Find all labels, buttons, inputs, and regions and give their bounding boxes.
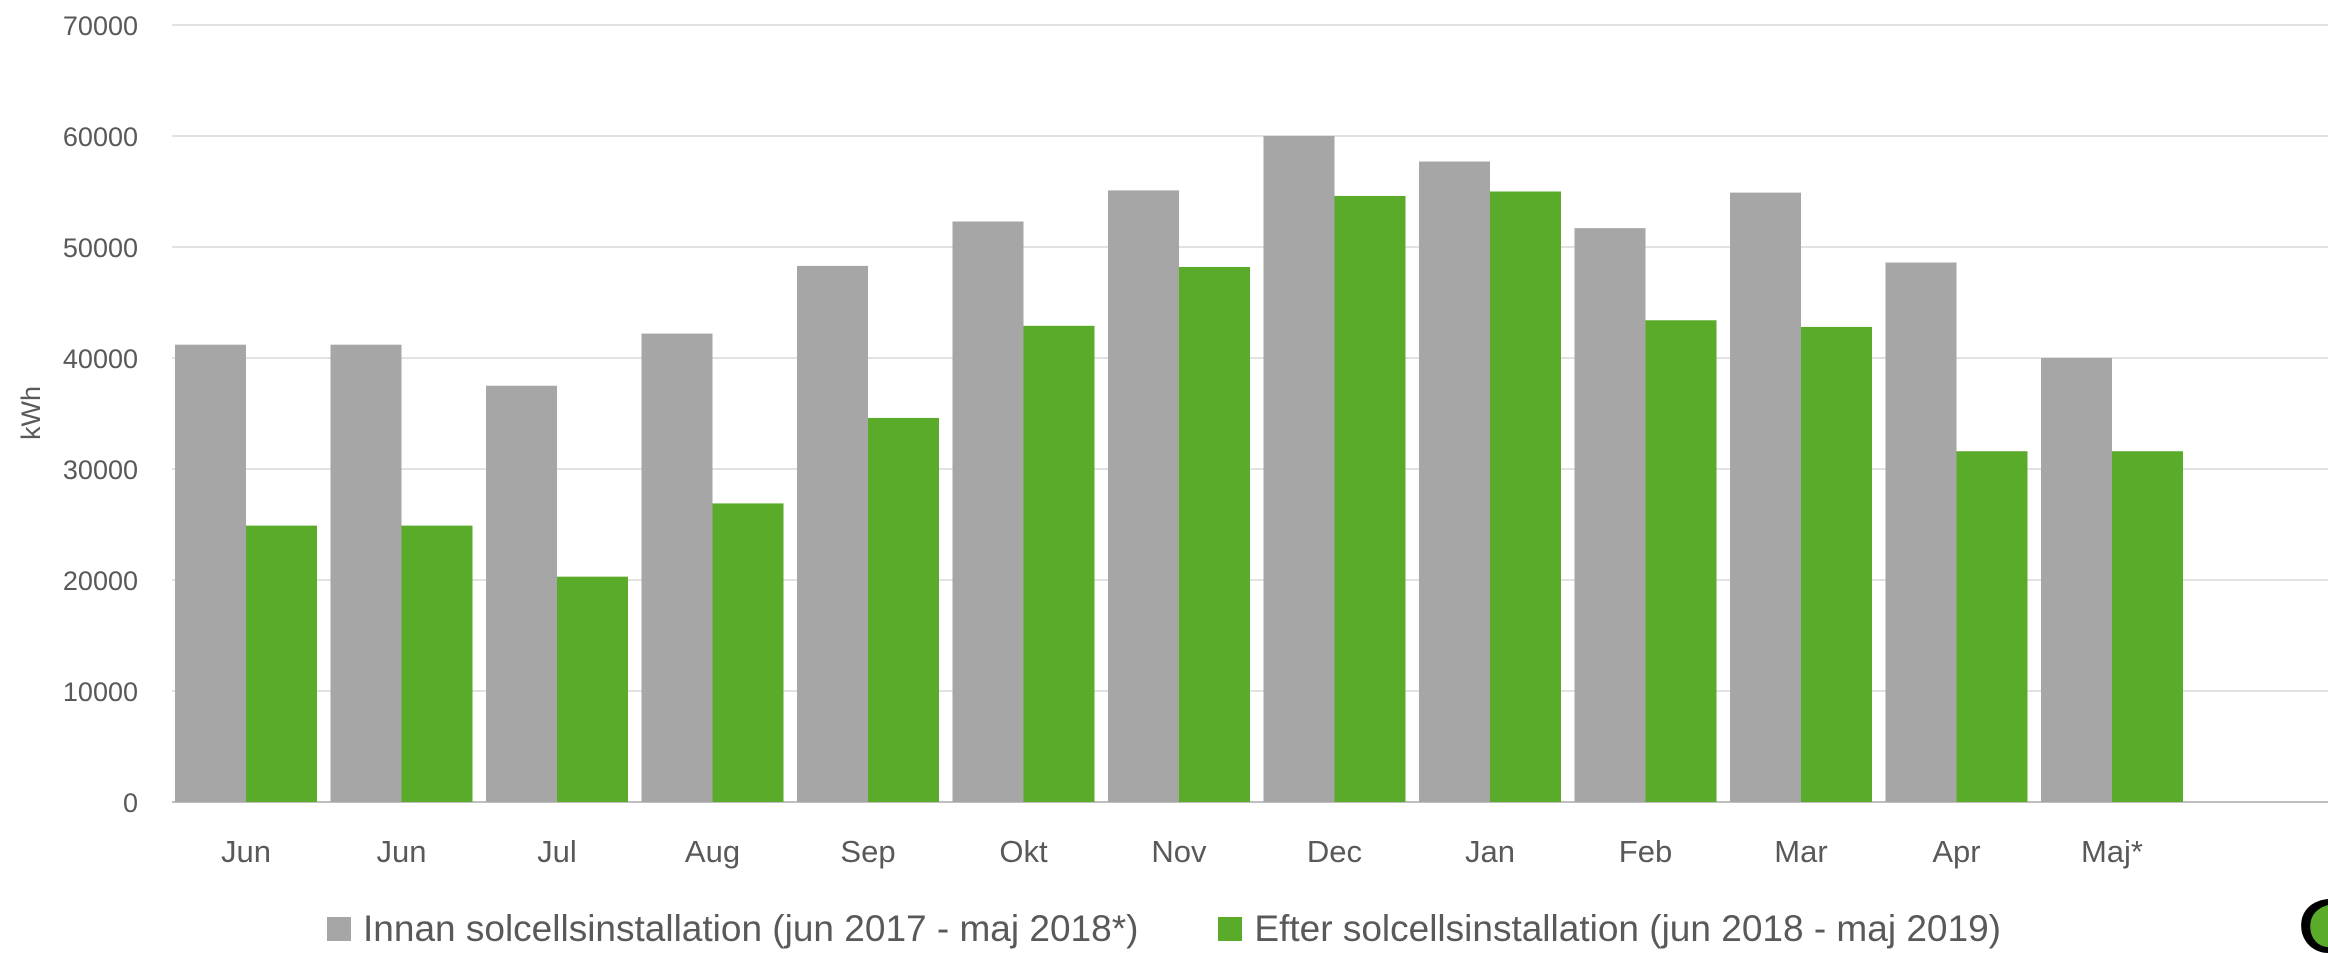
y-tick-label: 20000 [63, 566, 138, 596]
y-tick-label: 30000 [63, 455, 138, 485]
legend-swatch-after [1218, 917, 1243, 941]
y-tick-label: 40000 [63, 344, 138, 374]
x-tick-label: Jul [537, 834, 577, 869]
bar-before [1885, 262, 1957, 802]
x-tick-labels: Jun Jun Jul Aug Sep Okt Nov Dec Jan Feb Mar Apr Maj* [221, 834, 2143, 869]
bar-after [712, 503, 784, 802]
bar-before [797, 265, 868, 802]
bar-before [1730, 192, 1801, 803]
bar-before [330, 344, 402, 802]
x-tick-label: Jun [221, 834, 271, 869]
bars [175, 136, 2183, 803]
bar-after [401, 525, 473, 802]
bar-before [952, 221, 1024, 803]
corner-leaf-icon [2301, 899, 2328, 953]
bar-after [246, 525, 317, 802]
bar-before [641, 333, 713, 802]
x-tick-label: Sep [840, 834, 895, 869]
bar-before [2041, 358, 2112, 802]
bar-after [1023, 325, 1095, 802]
bar-after [1179, 266, 1250, 803]
x-tick-label: Feb [1619, 834, 1672, 869]
x-tick-label: Nov [1151, 834, 1207, 869]
bar-after [868, 417, 939, 802]
bar-after [1956, 451, 2028, 802]
legend-swatch-before [327, 917, 352, 941]
y-tick-label: 60000 [63, 122, 138, 152]
bar-after [2112, 451, 2183, 802]
y-tick-label: 50000 [63, 233, 138, 263]
bar-after [1334, 195, 1406, 802]
y-tick-labels: 0 10000 20000 30000 40000 50000 60000 70000 [63, 11, 138, 818]
bar-before [1419, 161, 1490, 802]
bar-before [1263, 136, 1335, 802]
legend-item-before: Innan solcellsinstallation (jun 2017 - m… [327, 908, 1138, 950]
y-tick-label: 70000 [63, 11, 138, 41]
bar-before [1574, 228, 1646, 802]
y-tick-label: 10000 [63, 677, 138, 707]
y-axis-title: kWh [16, 386, 46, 440]
x-tick-label: Jun [377, 834, 427, 869]
legend-label-after: Efter solcellsinstallation (jun 2018 - m… [1254, 908, 2001, 949]
bar-after [1801, 326, 1872, 802]
bar-after [1645, 320, 1717, 802]
legend-label-before: Innan solcellsinstallation (jun 2017 - m… [363, 908, 1139, 949]
bar-after [557, 576, 628, 802]
x-tick-label: Okt [999, 834, 1048, 869]
bar-before [486, 385, 557, 802]
x-tick-label: Aug [685, 834, 740, 869]
x-tick-label: Mar [1774, 834, 1827, 869]
bar-before [1108, 190, 1179, 802]
legend-item-after: Efter solcellsinstallation (jun 2018 - m… [1218, 908, 2001, 950]
x-tick-label: Jan [1465, 834, 1515, 869]
bar-after [1490, 191, 1561, 802]
y-tick-label: 0 [123, 788, 138, 818]
x-tick-label: Dec [1307, 834, 1362, 869]
bar-before [175, 344, 246, 802]
x-tick-label: Apr [1932, 834, 1980, 869]
legend: Innan solcellsinstallation (jun 2017 - m… [0, 905, 2328, 953]
x-tick-label: Maj* [2081, 834, 2143, 869]
